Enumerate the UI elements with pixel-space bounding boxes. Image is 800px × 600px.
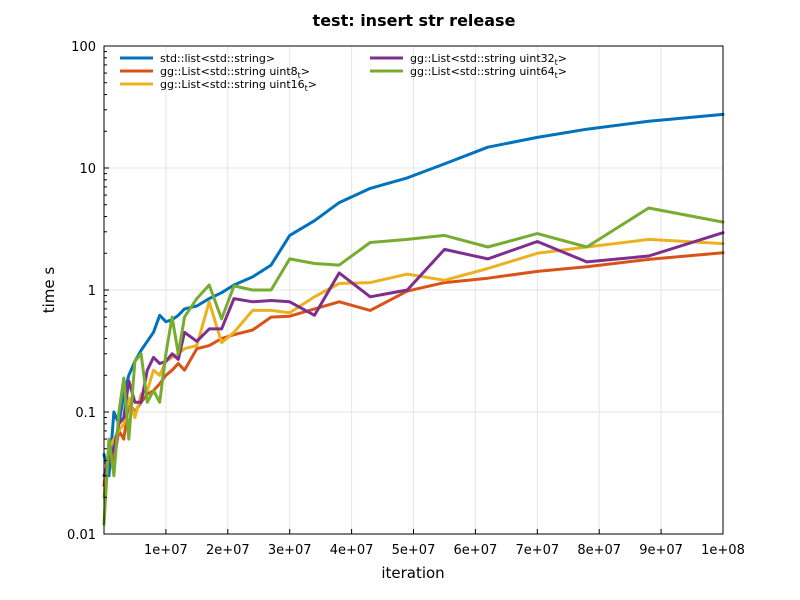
x-tick-label: 1e+07 [144,543,188,558]
series-line-4 [102,231,725,478]
x-axis-label: iteration [381,564,444,582]
y-tick-label: 100 [71,40,96,55]
x-tick-label: 9e+07 [639,543,683,558]
x-tick-label: 1e+08 [701,543,745,558]
legend-label: gg::List<std::string uint8t> [160,65,310,80]
series-lines [102,112,725,526]
x-tick-label: 8e+07 [577,543,621,558]
legend-label: gg::List<std::string uint32t> [410,52,567,67]
x-tick-label: 3e+07 [268,543,312,558]
legend-label: gg::List<std::string uint64t> [410,65,567,80]
x-tick-label: 4e+07 [330,543,374,558]
y-tick-label: 0.1 [75,406,96,421]
x-tick-label: 6e+07 [454,543,498,558]
legend-label: std::list<std::string> [160,52,275,65]
y-tick-label: 0.01 [67,528,96,543]
x-tick-label: 7e+07 [515,543,559,558]
x-tick-label: 2e+07 [206,543,250,558]
chart-title: test: insert str release [313,11,516,30]
y-axis-label: time s [40,267,58,314]
legend-label: gg::List<std::string uint16t> [160,78,317,93]
x-tick-label: 5e+07 [392,543,436,558]
axis-ticks: 1e+07 2e+07 3e+07 4e+07 5e+07 6e+07 7e+07 8e+07… [67,40,745,558]
legend: std::list<std::string>gg::List<std::stri… [120,52,567,93]
series-line-1 [102,112,725,478]
series-line-5 [102,206,725,526]
series-line-3 [102,237,725,499]
y-tick-label: 1 [88,284,96,299]
y-tick-label: 10 [79,162,96,177]
